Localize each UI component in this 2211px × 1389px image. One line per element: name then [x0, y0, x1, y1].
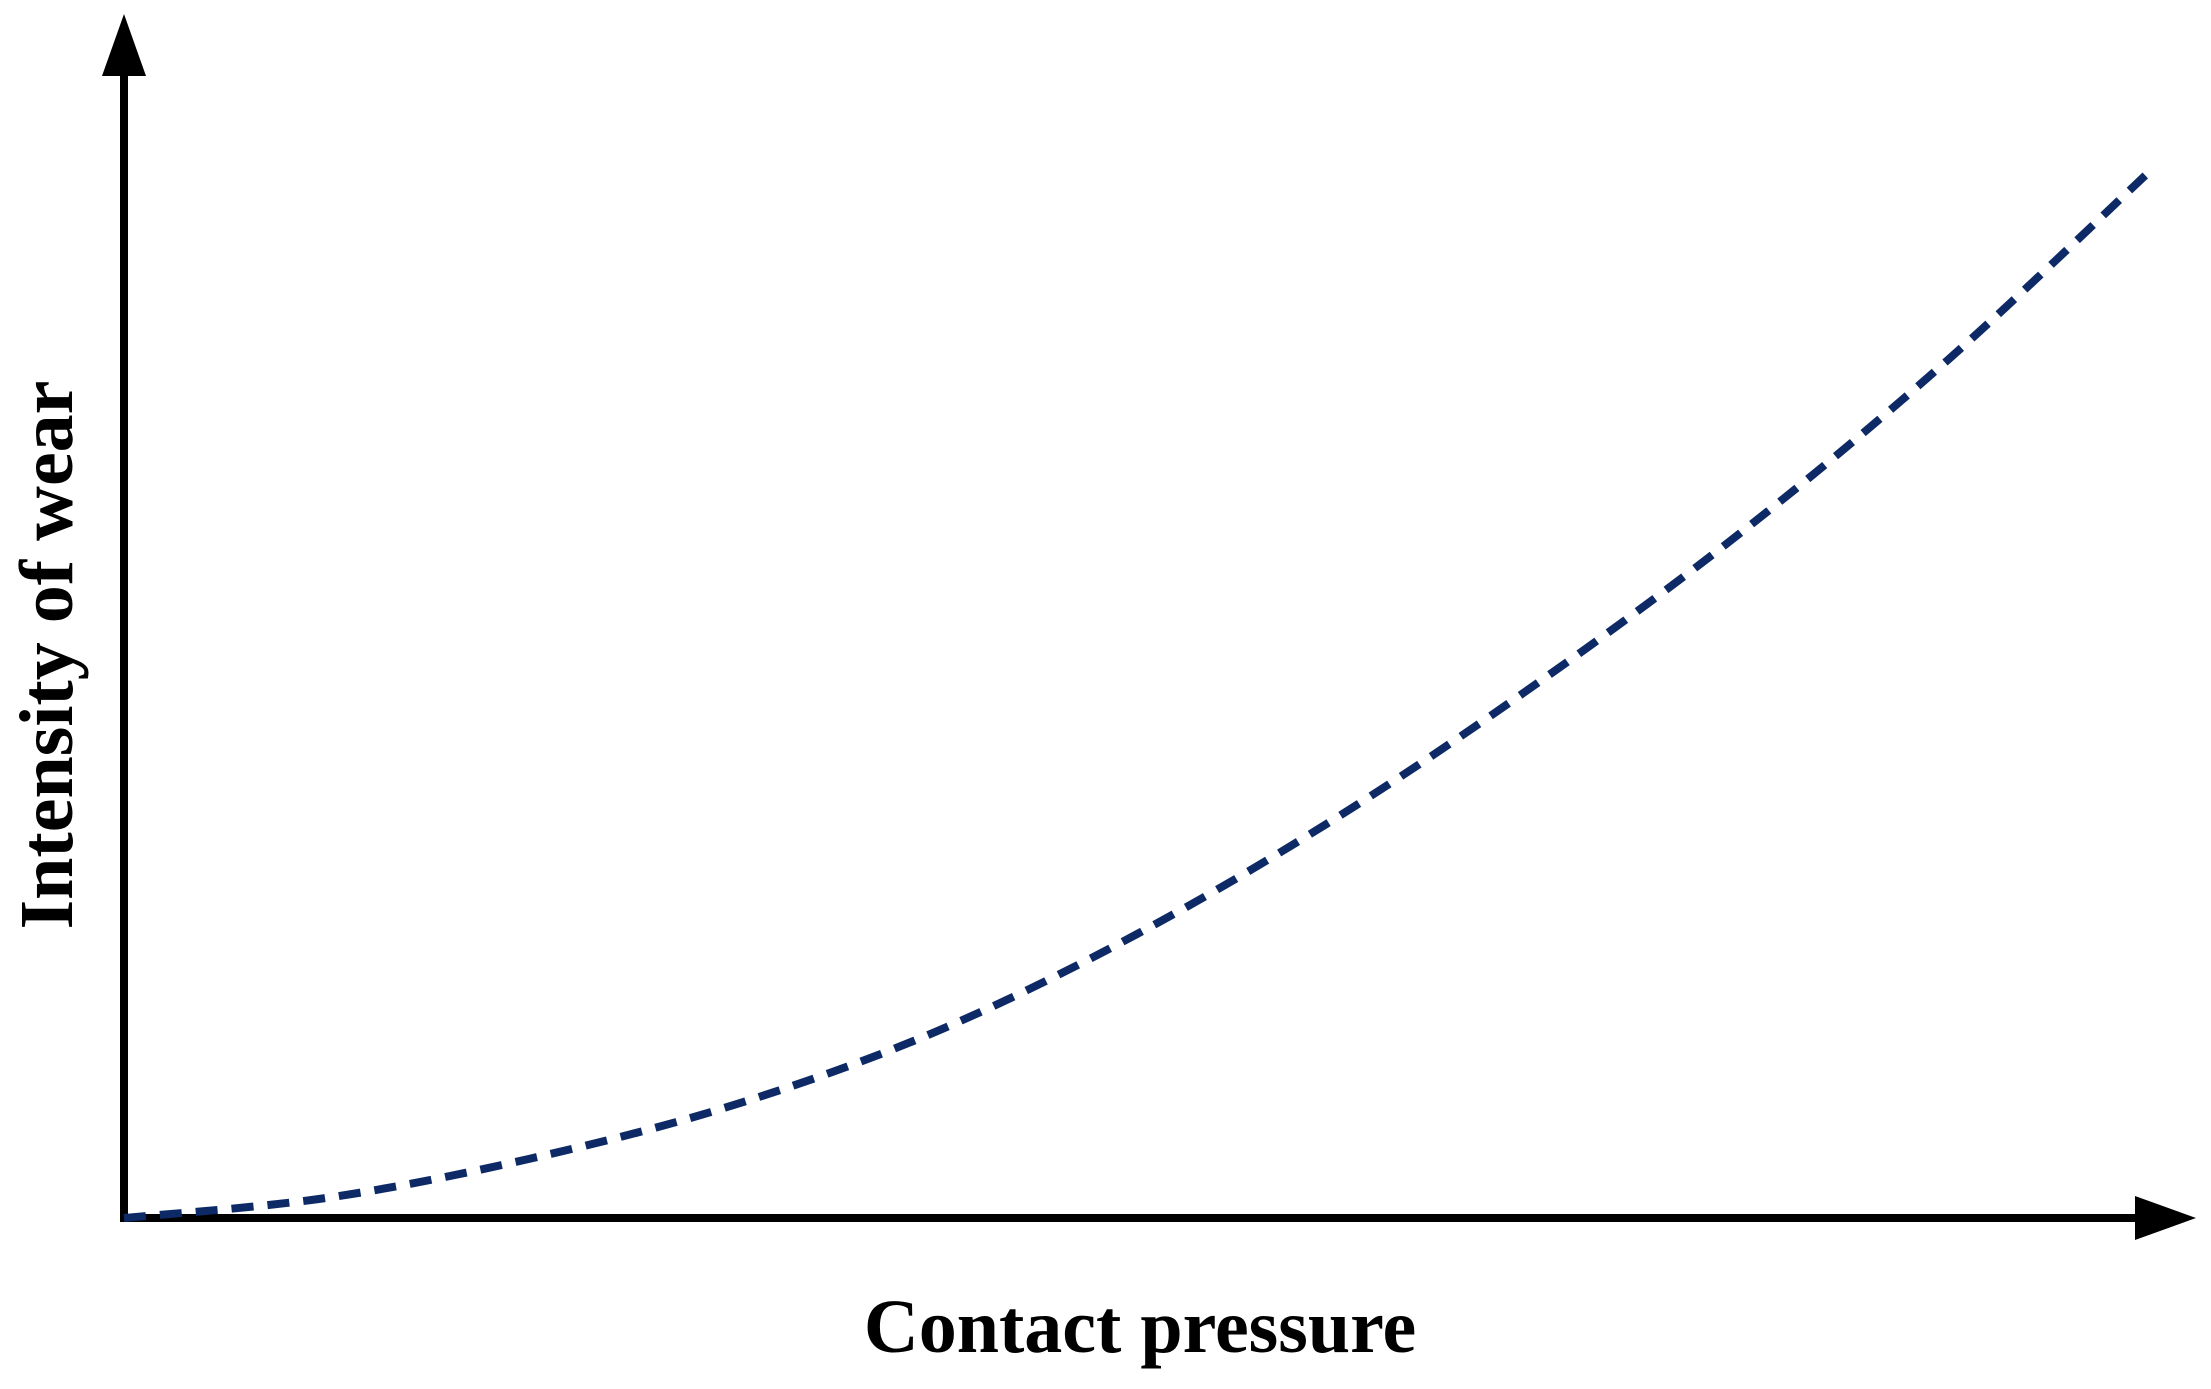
y-axis-arrowhead [102, 14, 146, 76]
y-axis-label: Intensity of wear [5, 381, 89, 930]
series-line-0 [123, 168, 2153, 1222]
x-axis-arrowhead [2135, 1196, 2196, 1240]
x-axis-label: Contact pressure [864, 1285, 1416, 1369]
series-layer [123, 168, 2153, 1222]
